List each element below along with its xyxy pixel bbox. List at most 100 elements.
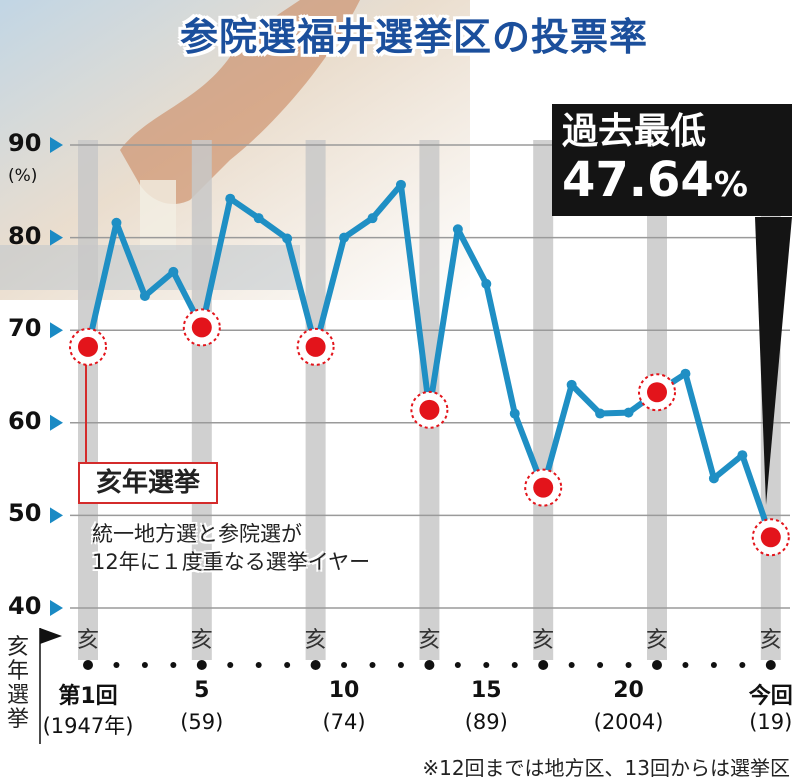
y-tick-arrow <box>50 229 63 246</box>
leap-year-marker: 亥 <box>418 628 441 653</box>
data-point <box>566 379 577 390</box>
round-dot <box>397 662 404 668</box>
round-dot <box>454 662 461 668</box>
y-tick-label: 90 <box>8 129 42 157</box>
data-point <box>452 224 463 235</box>
y-tick-label: 80 <box>8 221 42 250</box>
data-point <box>111 217 122 228</box>
x-tick-label: 第1回 <box>58 684 118 709</box>
y-tick-arrow <box>50 322 63 339</box>
round-dot <box>170 662 177 668</box>
x-tick-sublabel: (1947年) <box>42 714 134 738</box>
round-dot <box>710 662 717 668</box>
round-dot <box>568 662 575 668</box>
y-tick-arrow <box>50 507 63 524</box>
y-tick-arrow <box>50 600 63 616</box>
round-dot <box>483 662 490 668</box>
round-dot <box>625 662 632 668</box>
description-line-2: 12年に１度重なる選挙イヤー <box>92 550 371 574</box>
marker-legend-label: 亥年選挙 <box>78 462 218 504</box>
y-tick-arrow <box>50 137 63 153</box>
round-dot <box>682 662 689 668</box>
annotation-pointer <box>755 217 792 505</box>
x-tick-label: 15 <box>470 678 502 703</box>
leap-year-marker: 亥 <box>759 628 782 653</box>
x-tick-sublabel: (2004) <box>593 710 664 734</box>
leap-year-marker: 亥 <box>645 628 668 653</box>
x-tick-label: 今回 <box>748 684 793 709</box>
data-point <box>139 290 150 301</box>
y-tick-label: 40 <box>8 592 42 620</box>
highlight-point <box>191 317 212 338</box>
x-tick-sublabel: (74) <box>322 710 366 734</box>
data-point <box>225 193 236 204</box>
data-point <box>395 179 406 190</box>
data-point <box>339 232 350 243</box>
data-point <box>708 473 719 484</box>
leap-year-marker: 亥 <box>76 628 99 653</box>
y-tick-label: 50 <box>8 499 42 528</box>
round-dot <box>255 662 262 668</box>
x-tick-label: 20 <box>613 678 644 703</box>
round-dot <box>83 660 93 670</box>
round-dot <box>652 660 662 670</box>
data-point <box>168 266 179 277</box>
round-dot <box>538 660 549 670</box>
highlight-band <box>78 140 98 660</box>
highlight-point <box>533 477 554 498</box>
record-low-callout: 過去最低 47.64% <box>552 104 792 216</box>
record-label: 過去最低 <box>562 111 707 152</box>
y-tick-label: 60 <box>8 406 42 435</box>
data-point <box>595 408 606 419</box>
side-axis-flag <box>40 628 62 644</box>
round-dot <box>597 662 604 668</box>
x-tick-label: 10 <box>328 678 360 703</box>
data-point <box>481 278 492 289</box>
highlight-point <box>419 399 440 420</box>
highlight-point <box>305 336 326 357</box>
round-dot <box>196 660 207 670</box>
highlight-point <box>760 527 781 548</box>
data-point <box>282 233 293 244</box>
data-point <box>737 450 748 461</box>
round-dot <box>511 662 518 668</box>
row-side-label: 亥年選挙 <box>6 635 29 732</box>
leap-year-marker: 亥 <box>304 628 327 653</box>
chart-title: 参院選福井選挙区の投票率 <box>180 15 649 59</box>
description-line-1: 統一地方選と参院選が <box>92 522 302 546</box>
data-point <box>253 213 264 224</box>
round-dot <box>284 662 291 668</box>
y-tick-label: 70 <box>8 314 42 343</box>
highlight-point <box>78 336 98 357</box>
record-unit: % <box>713 165 748 205</box>
round-dot <box>113 662 120 668</box>
x-tick-sublabel: (19) <box>749 710 793 734</box>
data-point <box>680 368 691 379</box>
highlight-band <box>191 140 212 660</box>
round-dot <box>739 662 746 668</box>
x-tick-sublabel: (59) <box>180 710 224 734</box>
leap-year-marker: 亥 <box>532 628 555 653</box>
record-value: 47.64 <box>562 152 714 208</box>
data-point <box>367 213 378 224</box>
x-tick-sublabel: (89) <box>464 710 508 734</box>
round-dot <box>369 662 376 668</box>
x-tick-label: 5 <box>194 678 210 703</box>
marker-legend-description: 統一地方選と参院選が 12年に１度重なる選挙イヤー <box>92 520 432 576</box>
highlight-point <box>647 382 667 403</box>
round-dot <box>765 660 776 670</box>
data-point <box>509 408 520 419</box>
highlight-band <box>533 140 554 660</box>
footnote: ※12回までは地方区、13回からは選挙区 <box>422 756 790 780</box>
highlight-band <box>305 140 326 660</box>
leap-year-marker: 亥 <box>190 628 213 653</box>
data-point <box>623 407 634 418</box>
round-dot <box>341 662 348 668</box>
round-dot <box>141 662 148 668</box>
round-dot <box>227 662 234 668</box>
round-dot <box>310 660 321 670</box>
y-tick-arrow <box>50 414 63 431</box>
round-dot <box>424 660 435 670</box>
